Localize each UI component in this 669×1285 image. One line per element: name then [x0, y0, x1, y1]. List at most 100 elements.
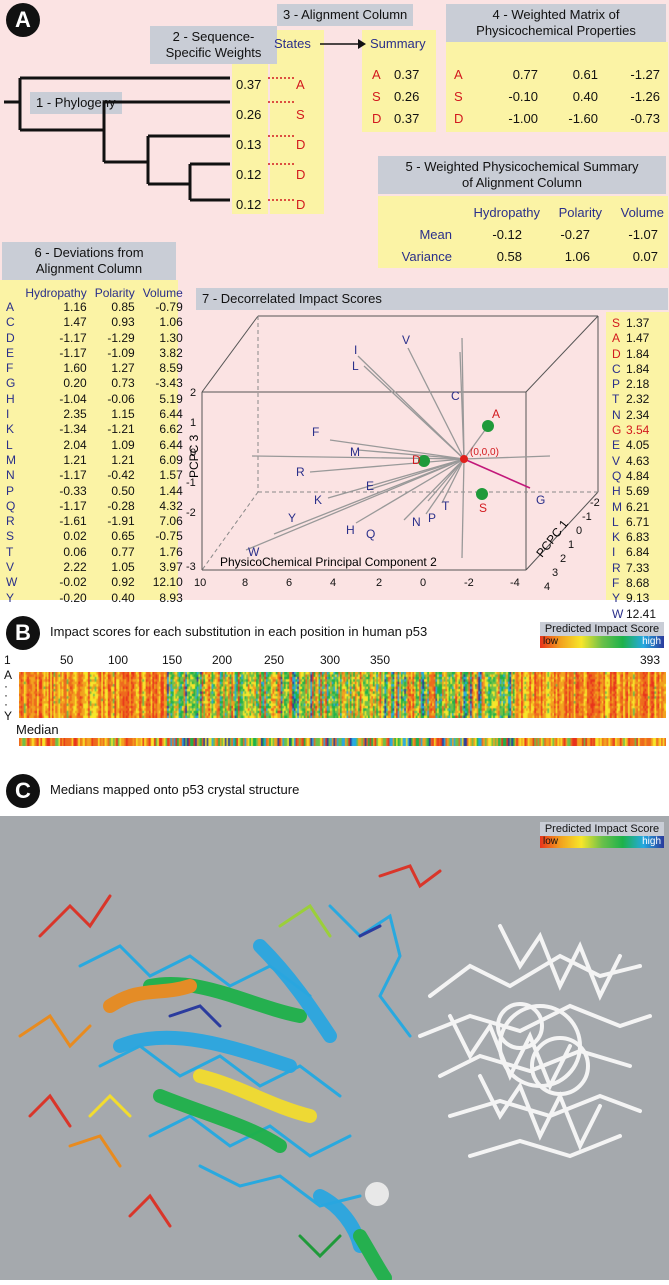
y-tick: 2 — [560, 553, 566, 565]
arrow-icon — [320, 39, 366, 49]
stats-row-name: Mean — [419, 227, 452, 242]
x-tick: -2 — [464, 577, 474, 589]
x-tick: 8 — [242, 577, 248, 589]
score-aa: Y — [612, 591, 621, 606]
legend-gradient: low high — [540, 636, 664, 648]
state-letter: D — [296, 167, 306, 182]
score-value: 2.32 — [626, 392, 650, 407]
deviation-cell: 0.65 — [111, 529, 135, 544]
summary-header: Summary — [370, 36, 426, 51]
deviation-cell: 3.97 — [159, 560, 183, 575]
deviation-cell: 1.76 — [159, 544, 183, 559]
summary-label: 5 - Weighted Physicochemical Summary of … — [378, 156, 666, 194]
deviation-cell: -1.09 — [107, 345, 135, 360]
deviation-aa: M — [6, 452, 16, 467]
score-value: 2.34 — [626, 407, 650, 422]
score-aa: T — [612, 392, 620, 407]
deviation-aa: S — [6, 529, 15, 544]
summary-aa: D — [372, 111, 382, 126]
deviation-aa: L — [6, 437, 13, 452]
matrix-cell: -1.27 — [630, 67, 660, 82]
matrix-cell: -1.60 — [568, 111, 598, 126]
deviation-row: F 1.60 1.27 8.59 — [2, 361, 187, 376]
score-value: 2.18 — [626, 377, 650, 392]
deviation-cell: -3.43 — [155, 376, 183, 391]
position-tick: 150 — [162, 653, 183, 667]
states-list: A S D D D — [296, 70, 305, 220]
summary-aa: A — [372, 67, 381, 82]
deviation-cell: -0.02 — [59, 575, 87, 590]
deviation-row: T 0.06 0.77 1.76 — [2, 545, 187, 560]
aa-letter: N — [412, 515, 421, 529]
deviation-cell: 0.77 — [111, 544, 135, 559]
deviation-aa: A — [6, 300, 15, 314]
impact-score-row: R 7.33 — [612, 561, 656, 576]
impact-score-row: Y 9.13 — [612, 591, 656, 606]
deviation-cell: 1.21 — [111, 452, 135, 467]
aa-letter: K — [314, 493, 322, 507]
aa-letter: M — [350, 445, 360, 459]
summary-value: 0.26 — [394, 89, 420, 104]
z-tick: -3 — [186, 561, 196, 573]
position-tick: 50 — [60, 653, 74, 667]
impact-score-row: D 1.84 — [612, 347, 656, 362]
legend-gradient: low high — [540, 836, 664, 848]
matrix-cell: -0.10 — [508, 89, 538, 104]
aa-letter: E — [366, 479, 374, 493]
p53-structure-render — [18, 864, 652, 1285]
point-d — [418, 455, 430, 467]
aa-letter: A — [492, 407, 500, 421]
impact-score-row: H 5.69 — [612, 484, 656, 499]
state-letter: D — [296, 137, 306, 152]
matrix-cell: 0.77 — [512, 67, 538, 82]
score-aa: F — [612, 576, 620, 591]
aa-letter: L — [352, 359, 359, 373]
impact-score-row: E 4.05 — [612, 438, 656, 453]
deviation-cell: -1.21 — [107, 422, 135, 437]
dev-col-header: Polarity — [94, 286, 135, 300]
deviation-cell: 1.16 — [63, 300, 87, 314]
deviation-cell: 6.09 — [159, 452, 183, 467]
aa-letter: I — [354, 343, 357, 357]
phylogeny-label: 1 - Phylogeny — [30, 92, 122, 114]
g-spoke — [463, 458, 531, 489]
dev-col-header: Volume — [142, 286, 183, 300]
stats-row-name: Variance — [401, 249, 452, 264]
deviation-cell: 1.30 — [159, 330, 183, 345]
stats-cell: 1.06 — [564, 249, 590, 264]
impact-score-row: T 2.32 — [612, 392, 656, 407]
stats-cell: -0.27 — [560, 227, 590, 242]
deviation-cell: 1.47 — [63, 315, 87, 330]
deviation-row: H -1.04 -0.06 5.19 — [2, 392, 187, 407]
weight-value: 0.13 — [236, 137, 262, 152]
score-aa: V — [612, 453, 621, 468]
deviation-cell: 0.73 — [111, 376, 135, 391]
row-last-label: Y — [4, 709, 13, 723]
zinc-atom — [365, 1182, 389, 1206]
matrix-aa: A — [454, 67, 463, 82]
matrix-label: 4 - Weighted Matrix of Physicochemical P… — [446, 4, 666, 42]
deviation-cell: 2.04 — [63, 437, 87, 452]
position-tick: 100 — [108, 653, 129, 667]
deviation-cell: 1.09 — [111, 437, 135, 452]
score-aa: H — [612, 484, 621, 499]
origin-point — [460, 455, 468, 463]
matrix-cell: -1.26 — [630, 89, 660, 104]
weight-value: 0.37 — [236, 77, 262, 92]
deviation-aa: V — [6, 560, 15, 575]
summary-value: 0.37 — [394, 111, 420, 126]
deviation-cell: -1.91 — [107, 514, 135, 529]
score-aa: I — [612, 545, 616, 560]
impact-3d-plot: (0,0,0) I V L C A F M R D K E G S T Y N … — [186, 315, 600, 593]
plot-box — [201, 315, 599, 571]
x-tick: 4 — [330, 577, 336, 589]
deviation-aa: R — [6, 514, 15, 529]
deviation-cell: 7.06 — [159, 514, 183, 529]
legend-low: low — [543, 836, 559, 847]
deviation-aa: H — [6, 391, 15, 406]
deviation-cell: -0.06 — [107, 391, 135, 406]
stats-cell: 0.58 — [496, 249, 522, 264]
stats-cell: 0.07 — [632, 249, 658, 264]
weight-value: 0.12 — [236, 197, 262, 212]
row-first-label: A — [4, 668, 13, 682]
